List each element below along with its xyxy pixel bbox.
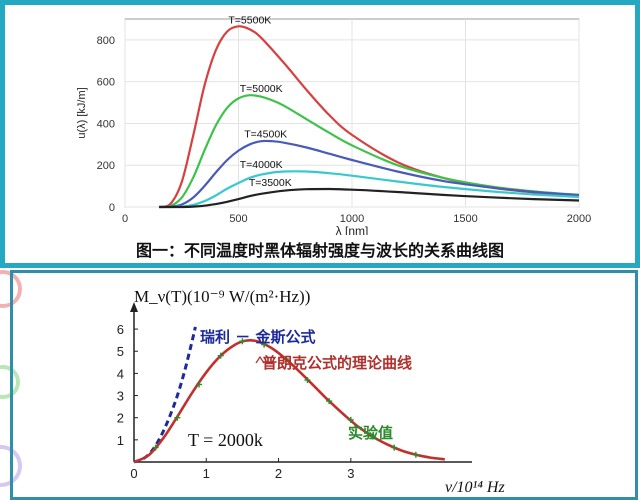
- y-tick-label: 5: [117, 344, 124, 359]
- series-label-3: T=4000K: [240, 159, 283, 171]
- y-tick-label: 4: [117, 366, 124, 381]
- x-tick-label: 2000: [567, 213, 591, 225]
- y-axis-label: M_ν(T)(10⁻⁹ W/(m²·Hz)): [134, 287, 310, 306]
- experimental-point: [196, 381, 203, 388]
- x-tick-label: 1: [203, 466, 210, 481]
- chart-2-plot: 1 2 3 4 5 6 0 1 2 3 M_ν(T)(10⁻⁹ W/(m²·Hz)) ν/10¹⁴ H…: [117, 287, 506, 496]
- chart-1-caption: 图一：不同温度时黑体辐射强度与波长的关系曲线图: [135, 241, 504, 260]
- x-tick-label: 2: [275, 466, 282, 481]
- experimental-point: [391, 444, 398, 451]
- y-tick-label: 3: [117, 389, 124, 404]
- series-line-2: [159, 139, 580, 209]
- x-tick-label: 3: [347, 466, 354, 481]
- series-label-0: T=5500K: [228, 14, 271, 26]
- x-tick-label: 0: [122, 213, 128, 225]
- series-line-4: [159, 187, 580, 209]
- y-tick-label: 600: [97, 77, 115, 89]
- x-axis-label: λ [nm]: [336, 224, 369, 235]
- chart-panel-2: 1 2 3 4 5 6 0 1 2 3 M_ν(T)(10⁻⁹ W/(m²·Hz)) ν/10¹⁴ H…: [0, 270, 640, 500]
- annotation-temperature: T = 2000k: [188, 430, 263, 450]
- y-tick-label: 0: [109, 202, 115, 214]
- y-tick-label: 400: [97, 118, 115, 130]
- experimental-point: [174, 414, 181, 421]
- series-label-4: T=3500K: [249, 177, 292, 189]
- x-axis-label: ν/10¹⁴ Hz: [445, 479, 505, 496]
- y-tick-label: 800: [97, 35, 115, 47]
- experimental-point: [369, 433, 376, 440]
- experimental-point: [239, 338, 246, 345]
- y-tick-label: 6: [117, 322, 124, 337]
- chart-2-frame: [10, 270, 638, 500]
- experimental-point: [261, 341, 268, 348]
- series-rayleigh-jeans: [133, 326, 197, 464]
- x-tick-label: 0: [130, 466, 137, 481]
- y-tick-label: 2: [117, 411, 124, 426]
- planck-pointer-icon: [255, 355, 265, 364]
- series-label-2: T=4500K: [244, 129, 287, 141]
- annotation-experimental: 实验值: [348, 424, 393, 442]
- experimental-point: [282, 355, 289, 362]
- experimental-point: [217, 352, 224, 359]
- experimental-point: [152, 444, 159, 451]
- x-tick-label: 1500: [453, 213, 477, 225]
- x-tick-label: 1000: [340, 213, 364, 225]
- chart-1-plot: 0 200 400 600 800 0 500 1000 1500 2000 λ [nm] u(λ) …: [76, 14, 591, 235]
- series-line-1: [158, 94, 580, 209]
- annotation-rayleigh-jeans: 瑞利 － 金斯公式: [200, 328, 315, 346]
- chart-panel-1: 0 200 400 600 800 0 500 1000 1500 2000 λ [nm] u(λ) …: [0, 0, 640, 268]
- y-axis-arrow: [130, 302, 138, 312]
- experimental-point: [326, 398, 333, 405]
- y-axis-label: u(λ) [kJ/m]: [76, 87, 88, 138]
- experimental-point: [347, 416, 354, 423]
- y-tick-label: 1: [117, 433, 124, 448]
- series-line-3: [159, 170, 580, 209]
- x-tick-label: 500: [229, 213, 247, 225]
- experimental-point: [304, 377, 311, 384]
- series-label-1: T=5000K: [240, 83, 283, 95]
- y-tick-label: 200: [97, 160, 115, 172]
- annotation-planck: 普朗克公式的理论曲线: [262, 354, 412, 372]
- experimental-point: [412, 451, 419, 458]
